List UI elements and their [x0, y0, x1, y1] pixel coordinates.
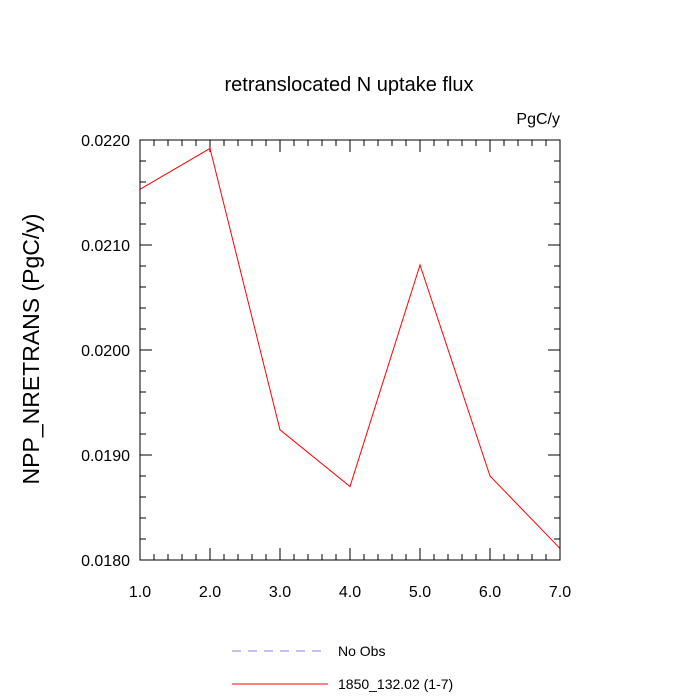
data-point: [209, 147, 211, 149]
x-tick-label: 7.0: [549, 584, 571, 601]
y-tick-label: 0.0210: [81, 238, 130, 255]
plot-frame: [139, 139, 561, 561]
legend-label: 1850_132.02 (1-7): [338, 676, 453, 692]
x-tick-label: 3.0: [269, 584, 291, 601]
chart-title: retranslocated N uptake flux: [224, 74, 473, 96]
x-tick-label: 1.0: [129, 584, 151, 601]
units-label: PgC/y: [516, 111, 560, 128]
data-point: [349, 485, 351, 488]
y-tick-label: 0.0190: [81, 448, 130, 465]
y-tick-label: 0.0180: [81, 553, 130, 570]
x-tick-label: 4.0: [339, 584, 361, 601]
y-tick-label: 0.0200: [81, 343, 130, 360]
legend-label: No Obs: [338, 643, 385, 659]
data-point: [279, 429, 281, 431]
data-point: [489, 475, 491, 477]
series-layer: [139, 147, 561, 550]
legend: No Obs 1850_132.02 (1-7): [232, 643, 453, 692]
series-line: [139, 147, 561, 549]
y-tick-label: 0.0220: [81, 133, 130, 150]
x-tick-label: 5.0: [409, 584, 431, 601]
data-point: [419, 264, 421, 266]
x-tick-label: 2.0: [199, 584, 221, 601]
axis-tick-labels: 1.0 2.0 3.0 4.0 5.0 6.0 7.0 0.0180 0.0190 0.0200 0…: [81, 133, 571, 601]
y-axis-label: NPP_NRETRANS (PgC/y): [18, 214, 44, 485]
axis-ticks: [139, 139, 561, 561]
x-tick-label: 6.0: [479, 584, 501, 601]
